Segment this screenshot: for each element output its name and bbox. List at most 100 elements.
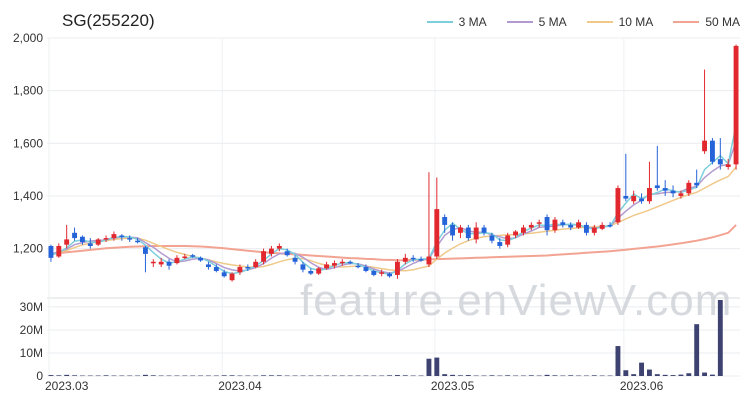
candle-body [418, 259, 424, 261]
ma50-line [50, 224, 737, 262]
volume-tick-label: 30M [20, 300, 43, 314]
volume-bar [544, 374, 550, 376]
legend-label-ma5: 5 MA [538, 15, 567, 29]
time-tick-label: 2023.06 [620, 379, 664, 393]
volume-bar [56, 375, 62, 376]
candle-body [686, 182, 692, 194]
candle-body [276, 245, 282, 249]
volume-bar [292, 375, 298, 377]
volume-bar [135, 375, 141, 377]
candle-body [371, 270, 377, 275]
volume-bar [72, 375, 78, 376]
candle-body [72, 232, 78, 239]
candle-body [229, 273, 235, 281]
volume-bar [268, 375, 274, 376]
volume-bar [158, 375, 164, 377]
volume-bar [355, 375, 361, 377]
candle-body [631, 195, 637, 202]
price-tick-label: 2,000 [13, 31, 43, 45]
candle-body [292, 257, 298, 262]
volume-bar [615, 346, 621, 376]
candle-body [709, 140, 715, 162]
volume-bar [560, 375, 566, 377]
candle-body [95, 239, 101, 245]
candle-body [221, 272, 227, 277]
volume-bar [717, 300, 723, 376]
volume-bar [150, 375, 156, 376]
volume-bar [174, 375, 180, 377]
volume-tick-label: 0 [36, 369, 43, 383]
candle-body [245, 267, 251, 269]
candle-body [127, 238, 133, 240]
volume-bar [505, 375, 511, 376]
volume-bar [276, 375, 282, 376]
candle-body [426, 256, 432, 265]
volume-tick-label: 20M [20, 323, 43, 337]
volume-bar [245, 375, 251, 377]
candle-body [560, 222, 566, 225]
candle-body [733, 45, 739, 165]
volume-bar [450, 374, 456, 376]
candle-body [253, 261, 259, 268]
legend-label-ma10: 10 MA [618, 15, 654, 29]
volume-bar [284, 375, 290, 377]
volume-bar [261, 375, 267, 376]
volume-bar [379, 375, 385, 377]
volume-bar [127, 375, 133, 377]
candle-body [694, 182, 700, 186]
volume-bar [497, 375, 503, 377]
volume-bar [347, 375, 353, 377]
candle-body [355, 265, 361, 268]
ma10-line [50, 166, 737, 272]
volume-bar [662, 374, 668, 376]
price-tick-label: 1,200 [13, 242, 43, 256]
candle-body [654, 185, 660, 189]
volume-bar [536, 375, 542, 377]
volume-bar [229, 375, 235, 376]
time-tick-label: 2023.04 [218, 379, 262, 393]
candle-body [339, 261, 345, 264]
candle-body [48, 245, 54, 258]
volume-bar [694, 324, 700, 376]
candle-body [591, 227, 597, 233]
candle-body [450, 224, 456, 236]
legend-item-ma5: 5 MA [506, 15, 567, 29]
volume-bar [599, 375, 605, 377]
volume-bar [205, 375, 211, 377]
volume-bar [253, 375, 259, 377]
candle-body [64, 239, 70, 245]
volume-bar [402, 375, 408, 376]
candle-body [205, 264, 211, 268]
volume-bar [623, 370, 629, 376]
volume-bar [576, 375, 582, 377]
candle-body [347, 261, 353, 264]
volume-bar [300, 375, 306, 377]
candle-body [670, 190, 676, 194]
volume-bar [87, 375, 93, 377]
volume-bar [339, 375, 345, 377]
candle-body [457, 227, 463, 233]
candle-body [528, 224, 534, 228]
candle-body [166, 261, 172, 266]
candle-body [394, 261, 400, 275]
volume-bar [528, 375, 534, 376]
watermark: feature.enViewV.com [300, 276, 733, 325]
candle-body [268, 248, 274, 254]
candle-body [190, 255, 196, 257]
volume-bar [513, 375, 519, 377]
candle-body [544, 217, 550, 231]
volume-bar [182, 375, 188, 377]
legend-swatch-ma5 [506, 21, 533, 23]
candle-body [182, 256, 188, 259]
volume-bar [686, 373, 692, 376]
volume-bar [324, 375, 330, 377]
price-tick-label: 1,600 [13, 136, 43, 150]
candle-body [410, 257, 416, 260]
candle-body [103, 238, 109, 240]
volume-bar [702, 372, 708, 376]
volume-bar [426, 358, 432, 376]
candle-body [489, 235, 495, 241]
candle-body [607, 224, 613, 227]
candle-body [725, 164, 731, 167]
candle-body [536, 222, 542, 224]
